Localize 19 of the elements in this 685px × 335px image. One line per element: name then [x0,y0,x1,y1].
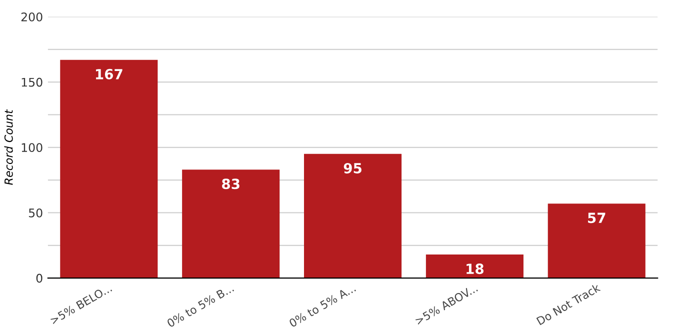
x-tick-label: 0% to 5% B... [166,284,234,328]
x-tick-label: 0% to 5% A... [288,284,356,328]
bar [60,60,158,278]
bar [426,254,524,278]
data-label: 57 [588,212,606,224]
y-tick-label: 100 [22,143,42,152]
y-tick-label: 50 [28,208,42,218]
bar [182,170,280,278]
bar [304,154,402,278]
y-axis-title: Record Count [4,109,13,185]
y-tick-label: 0 [36,274,42,283]
x-tick-label: Do Not Track [536,282,601,326]
data-label: 18 [466,264,484,274]
data-label: 83 [222,178,240,190]
data-label: 95 [344,162,362,174]
y-tick-label: 150 [22,78,42,87]
y-tick-label: 200 [21,12,42,22]
bar [548,204,646,278]
data-label: 167 [96,68,122,80]
